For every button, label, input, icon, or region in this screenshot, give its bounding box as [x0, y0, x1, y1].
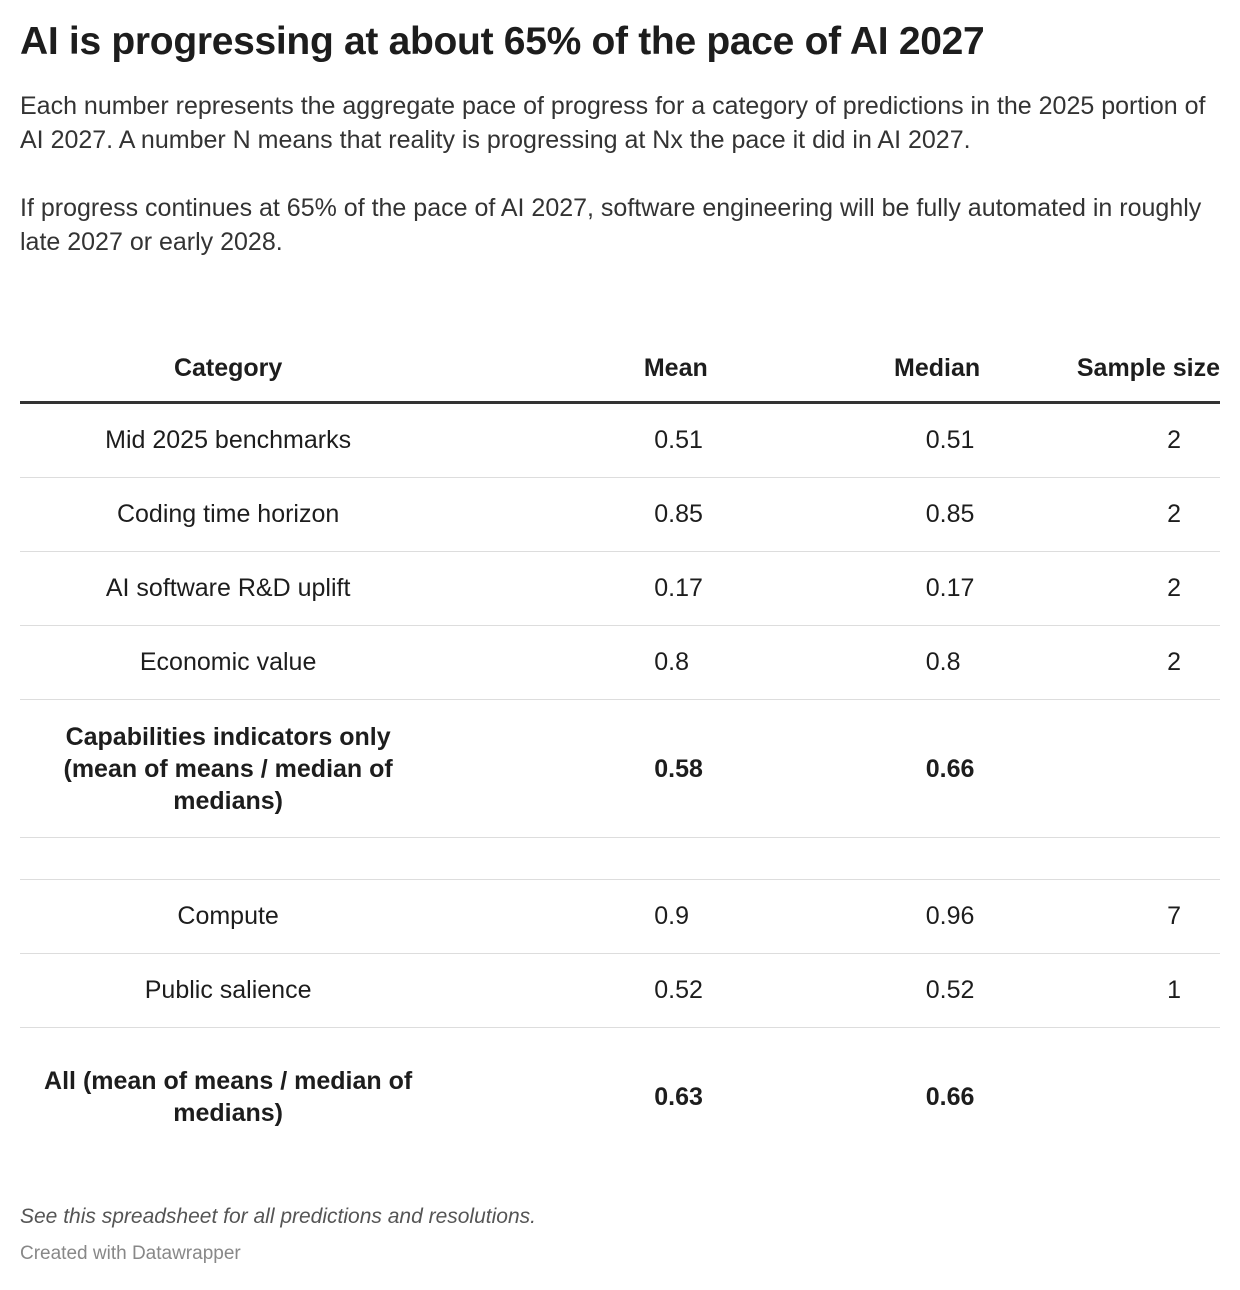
cell-category: Capabilities indicators only (mean of me…: [20, 699, 437, 838]
description-paragraph: If progress continues at 65% of the pace…: [20, 194, 1202, 256]
cell-median: [707, 837, 981, 880]
cell-mean: 0.85: [436, 477, 708, 552]
table-row: All (mean of means / median of medians) 0…: [20, 1028, 1220, 1166]
cell-sample-size: [980, 699, 1220, 838]
cell-mean: 0.51: [436, 402, 708, 478]
table-row: Mid 2025 benchmarks 0.51 0.51 2: [20, 402, 1220, 478]
table-row: Public salience 0.52 0.52 1: [20, 953, 1220, 1028]
description-paragraph: Each number represents the aggregate pac…: [20, 92, 1206, 154]
table-row: Capabilities indicators only (mean of me…: [20, 699, 1220, 838]
header-median[interactable]: Median: [707, 335, 981, 404]
cell-category: Coding time horizon: [20, 477, 437, 552]
header-category[interactable]: Category: [20, 335, 437, 404]
cell-sample-size: [980, 837, 1220, 880]
cell-sample-size: 2: [980, 551, 1220, 626]
cell-sample-size: 7: [980, 879, 1220, 954]
data-table: Category Mean Median Sample size Mid 202…: [20, 335, 1220, 1165]
cell-category: [20, 837, 437, 880]
table-row: AI software R&D uplift 0.17 0.17 2: [20, 551, 1220, 626]
cell-median: 0.52: [707, 953, 981, 1028]
cell-sample-size: [980, 1028, 1220, 1166]
cell-category: Economic value: [20, 625, 437, 700]
cell-category: All (mean of means / median of medians): [44, 1066, 413, 1127]
cell-mean: 0.17: [436, 551, 708, 626]
header-sample-size[interactable]: Sample size: [980, 335, 1220, 404]
header-mean[interactable]: Mean: [436, 335, 708, 404]
cell-median: 0.66: [925, 1082, 975, 1111]
cell-median: 0.17: [707, 551, 981, 626]
credit-link[interactable]: Created with Datawrapper: [20, 1243, 241, 1264]
cell-mean: 0.9: [436, 879, 708, 954]
cell-sample-size: 1: [980, 953, 1220, 1028]
cell-category: Compute: [20, 879, 437, 954]
notes-link[interactable]: See this spreadsheet for all predictions…: [20, 1205, 536, 1228]
cell-median: 0.85: [707, 477, 981, 552]
cell-category: Public salience: [20, 953, 437, 1028]
cell-median: 0.8: [707, 625, 981, 700]
cell-category: Mid 2025 benchmarks: [20, 402, 437, 478]
description: Each number represents the aggregate pac…: [20, 89, 1220, 293]
cell-mean: 0.52: [436, 953, 708, 1028]
cell-mean: 0.58: [436, 699, 708, 838]
cell-median: 0.96: [707, 879, 981, 954]
cell-sample-size: 2: [980, 625, 1220, 700]
cell-median: 0.66: [707, 699, 981, 838]
table-row: Compute 0.9 0.96 7: [20, 879, 1220, 954]
cell-mean: [436, 837, 708, 880]
page-title: AI is progressing at about 65% of the pa…: [20, 20, 985, 63]
cell-median: 0.51: [707, 402, 981, 478]
table-row: Economic value 0.8 0.8 2: [20, 625, 1220, 700]
cell-mean: 0.63: [654, 1082, 703, 1111]
cell-sample-size: 2: [980, 402, 1220, 478]
table-row: [20, 837, 1220, 880]
table-row: Coding time horizon 0.85 0.85 2: [20, 477, 1220, 552]
cell-category: AI software R&D uplift: [20, 551, 437, 626]
table-header-row: Category Mean Median Sample size: [20, 335, 1220, 404]
cell-mean: 0.8: [436, 625, 708, 700]
cell-sample-size: 2: [980, 477, 1220, 552]
